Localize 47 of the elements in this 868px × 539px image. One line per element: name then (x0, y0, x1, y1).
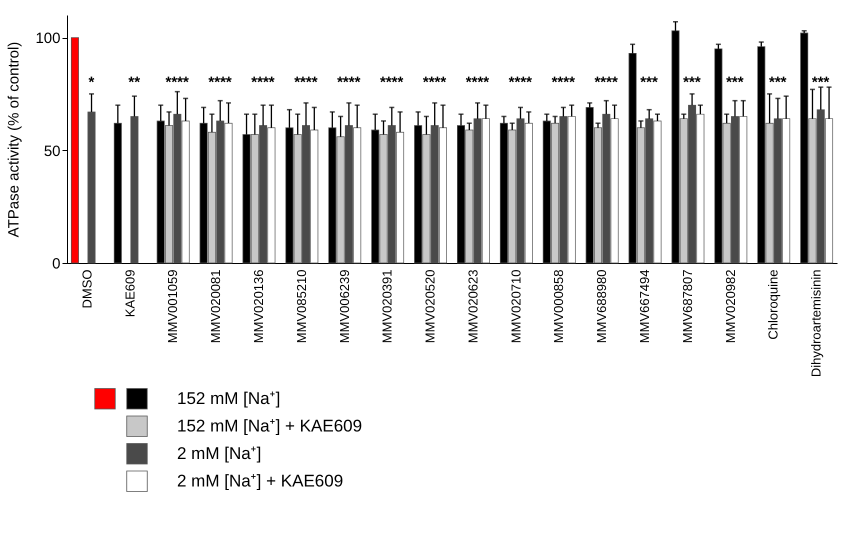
annotation: **** (165, 74, 189, 91)
annotation: **** (466, 74, 490, 91)
y-tick-label: 100 (35, 30, 60, 48)
x-tick-label: MMV020623 (465, 270, 480, 344)
legend-label: 2 mM [Na⁺] + KAE609 (177, 471, 344, 490)
legend-label: 2 mM [Na⁺] (177, 444, 262, 463)
x-tick-label: MMV667494 (637, 270, 652, 344)
y-tick-label: 50 (44, 142, 60, 160)
x-tick-label: KAE609 (122, 270, 138, 318)
x-tick-label: MMV020391 (380, 270, 395, 344)
x-tick-label: MMV085210 (294, 270, 309, 344)
annotation: **** (251, 74, 275, 91)
x-tick-label: DMSO (79, 270, 94, 308)
x-tick-label: Dihydroartemisinin (808, 270, 824, 378)
annotation: **** (594, 74, 618, 91)
annotation: *** (812, 74, 830, 91)
x-tick-label: MMV687807 (680, 270, 695, 344)
legend-label: 152 mM [Na⁺] + KAE609 (177, 416, 362, 436)
annotation: **** (294, 74, 318, 91)
annotation: *** (726, 74, 744, 91)
bar (70, 37, 79, 264)
x-tick-label: MMV020710 (508, 270, 524, 344)
x-tick-label: MMV020081 (208, 270, 224, 344)
bar (130, 116, 138, 264)
x-tick-label: MMV020982 (722, 270, 738, 344)
x-tick-label: MMV020520 (422, 270, 438, 344)
annotation: **** (552, 74, 576, 91)
annotation: ** (128, 74, 140, 91)
annotation: **** (208, 74, 232, 91)
annotation: **** (508, 74, 532, 91)
x-tick-label: MMV688980 (594, 270, 610, 344)
x-tick-label: Chloroquine (766, 270, 781, 340)
x-tick-label: MMV001059 (165, 270, 180, 344)
x-tick-label: MMV020136 (250, 270, 266, 344)
annotation: **** (422, 74, 446, 91)
annotation: **** (380, 74, 404, 91)
annotation: *** (768, 74, 787, 91)
legend-label: 152 mM [Na⁺] (177, 388, 280, 408)
x-tick-label: MMV006239 (336, 270, 352, 344)
annotation: *** (640, 74, 658, 91)
annotation: *** (683, 74, 701, 91)
y-tick-label: 0 (52, 256, 60, 272)
bar (88, 112, 96, 264)
annotation: **** (337, 74, 361, 91)
annotation: * (88, 74, 94, 91)
x-tick-label: MMV000858 (551, 270, 566, 344)
y-axis-title: ATPase activity (% of control) (5, 42, 22, 238)
